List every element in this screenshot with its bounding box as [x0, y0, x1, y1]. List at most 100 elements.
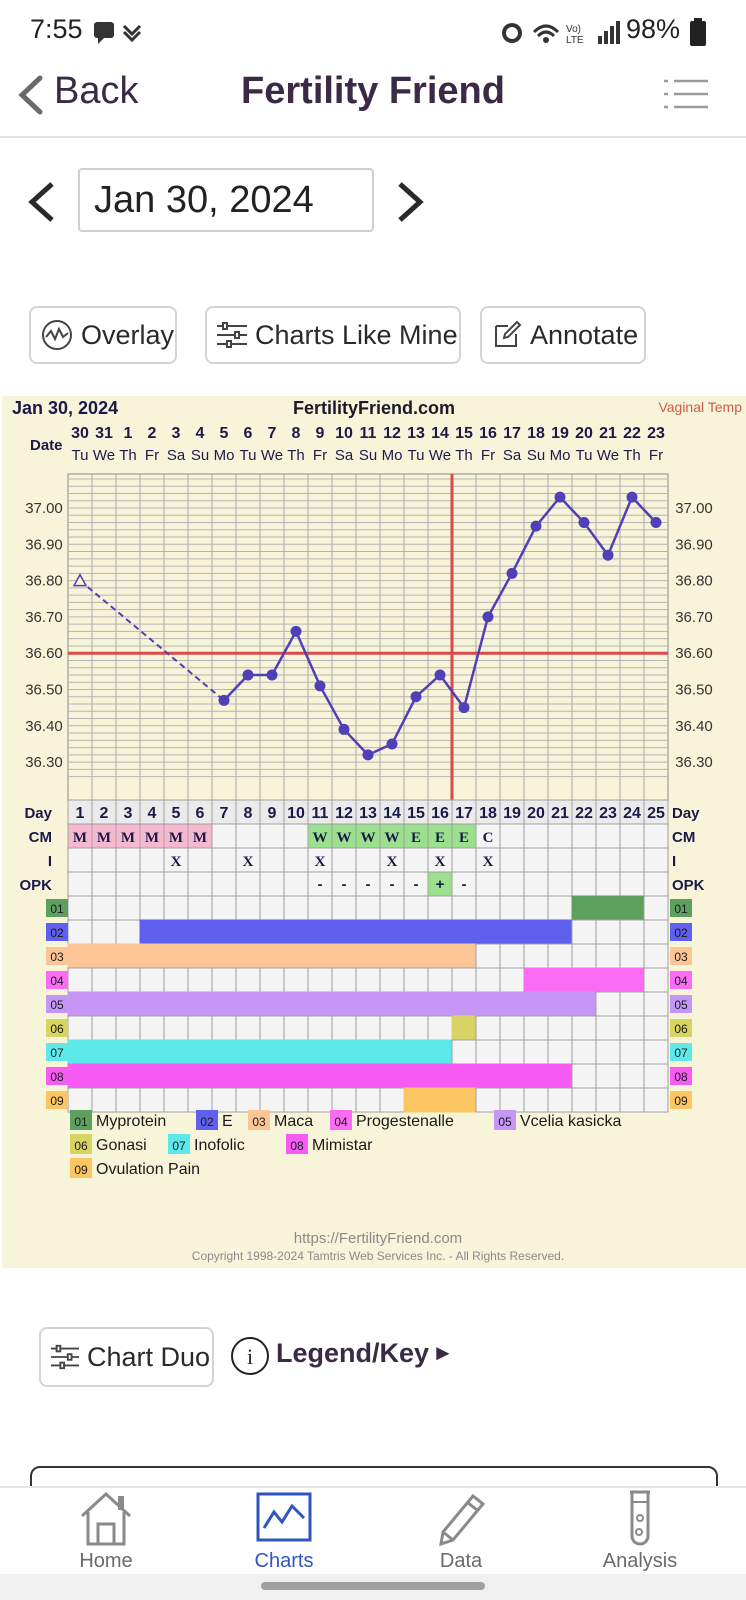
- custom-cell: [475, 1039, 501, 1065]
- custom-cell: [307, 967, 333, 993]
- custom-cell: [163, 943, 189, 969]
- day-cell: [475, 799, 501, 825]
- opk-result: +: [436, 876, 445, 893]
- legend-swatch: [286, 1134, 308, 1154]
- cm-cell: [523, 823, 549, 849]
- date-tick-label: 18: [527, 425, 545, 442]
- custom-cell: [283, 1015, 309, 1041]
- day-number: 16: [431, 805, 449, 822]
- weekday-label: Sa: [335, 447, 354, 464]
- opk-cell: [475, 871, 501, 897]
- charts-like-mine-button[interactable]: Charts Like Mine: [205, 306, 461, 364]
- charts-like-mine-label: Charts Like Mine: [255, 319, 458, 350]
- custom-cell: [451, 919, 477, 945]
- previous-date-icon[interactable]: [24, 180, 60, 224]
- weekday-label: Th: [119, 447, 137, 464]
- custom-cell: [499, 1063, 525, 1089]
- day-cell: [571, 799, 597, 825]
- custom-cell: [259, 991, 285, 1017]
- legend-code: 09: [74, 1163, 88, 1177]
- custom-cell: [163, 1087, 189, 1113]
- custom-cell: [307, 991, 333, 1017]
- back-chevron-icon[interactable]: [12, 74, 52, 116]
- custom-cell: [523, 919, 549, 945]
- gesture-handle[interactable]: [261, 1582, 485, 1590]
- nav-data[interactable]: Data: [391, 1488, 531, 1572]
- temperature-point: [290, 625, 302, 637]
- annotate-button[interactable]: Annotate: [480, 306, 646, 364]
- legend-arrow-icon[interactable]: ►: [432, 1340, 454, 1365]
- legend-swatch: [70, 1158, 92, 1178]
- temperature-point: [410, 691, 422, 703]
- day-number: 15: [407, 805, 425, 822]
- nav-charts-label: Charts: [254, 1550, 314, 1572]
- next-date-icon[interactable]: [392, 180, 428, 224]
- custom-cell: [139, 1039, 165, 1065]
- day-number: 9: [268, 805, 277, 822]
- y-tick-label: 36.80: [675, 573, 713, 590]
- day-number: 3: [124, 805, 133, 822]
- intercourse-cell: [499, 847, 525, 873]
- row-label: CM: [672, 829, 695, 846]
- overlay-button[interactable]: Overlay: [29, 306, 177, 364]
- nav-charts[interactable]: Charts: [214, 1488, 354, 1572]
- custom-cell: [283, 967, 309, 993]
- custom-cell: [619, 991, 645, 1017]
- date-row-label: Date: [30, 437, 63, 454]
- legend-key-button[interactable]: Legend/Key: [276, 1338, 430, 1368]
- date-tick-label: 19: [551, 425, 569, 442]
- custom-cell: [163, 967, 189, 993]
- custom-cell: [139, 895, 165, 921]
- row-code-badge: [46, 1067, 68, 1085]
- weekday-label: Su: [359, 447, 377, 464]
- svg-text:LTE: LTE: [566, 35, 584, 46]
- custom-cell: [499, 1087, 525, 1113]
- custom-cell: [523, 1063, 549, 1089]
- y-tick-label: 36.50: [25, 682, 63, 699]
- row-code: 08: [674, 1070, 688, 1084]
- footer-url[interactable]: https://FertilityFriend.com: [294, 1230, 462, 1247]
- info-icon[interactable]: i: [230, 1336, 270, 1376]
- date-tick-label: 6: [244, 425, 253, 442]
- intercourse-cell: [259, 847, 285, 873]
- custom-cell: [475, 895, 501, 921]
- legend-code: 02: [200, 1115, 214, 1129]
- opk-result: -: [342, 876, 347, 893]
- legend-item-label: Gonasi: [96, 1137, 147, 1154]
- custom-cell: [427, 1063, 453, 1089]
- custom-cell: [427, 991, 453, 1017]
- custom-cell: [643, 943, 669, 969]
- custom-cell: [259, 943, 285, 969]
- temperature-dashed-segment: [79, 579, 225, 702]
- intercourse-cell: [115, 847, 141, 873]
- opk-cell: [211, 871, 237, 897]
- nav-home[interactable]: Home: [36, 1488, 176, 1572]
- custom-cell: [403, 919, 429, 945]
- chart-duo-button[interactable]: Chart Duo: [39, 1327, 214, 1387]
- date-tick-label: 4: [196, 425, 205, 442]
- opk-result: -: [462, 876, 467, 893]
- date-field[interactable]: Jan 30, 2024: [78, 168, 374, 232]
- custom-cell: [235, 991, 261, 1017]
- intercourse-cell: [283, 847, 309, 873]
- row-label: Day: [24, 805, 52, 822]
- custom-cell: [595, 895, 621, 921]
- temperature-point: [458, 702, 470, 714]
- day-number: 17: [455, 805, 473, 822]
- menu-icon[interactable]: [664, 78, 708, 110]
- custom-cell: [259, 1039, 285, 1065]
- custom-cell: [379, 991, 405, 1017]
- opk-result: -: [390, 876, 395, 893]
- legend-swatch: [196, 1110, 218, 1130]
- custom-cell: [115, 919, 141, 945]
- nav-analysis[interactable]: Analysis: [570, 1488, 710, 1572]
- date-tick-label: 31: [95, 425, 113, 442]
- day-cell: [643, 799, 669, 825]
- opk-cell: [499, 871, 525, 897]
- custom-cell: [475, 943, 501, 969]
- custom-cell: [235, 1087, 261, 1113]
- back-button[interactable]: Back: [54, 70, 139, 112]
- test-tube-icon: [630, 1490, 650, 1546]
- day-number: 4: [148, 805, 157, 822]
- custom-cell: [403, 895, 429, 921]
